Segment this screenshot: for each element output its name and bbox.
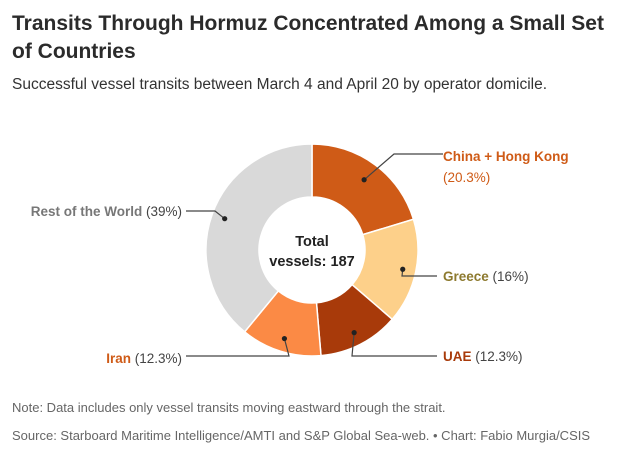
leader-line [351,332,437,357]
center-label-line-1: Total [295,234,329,250]
leader-dot [361,177,367,183]
leader-line [186,210,226,220]
slice-label: UAE (12.3%) [443,349,523,364]
slice-label-percent: (16%) [489,269,529,284]
slice-labels: China + Hong Kong (20.3%) Greece (16%) UAE … [31,149,569,366]
chart-subtitle: Successful vessel transits between March… [12,76,548,93]
slice-rest-of-the-world [205,143,313,333]
leader-line [363,153,443,181]
leader-dot [281,335,288,342]
leader-dot [400,266,406,272]
slice-label-percent: (12.3%) [131,351,182,366]
slice-label: China + Hong Kong [443,149,569,164]
slice-label-percent: (39%) [142,204,182,219]
slice-label-percent: (20.3%) [443,170,490,185]
leader-line [186,338,290,357]
slice-label: Rest of the World (39%) [31,204,182,219]
source-credit: Source: Starboard Maritime Intelligence/… [12,428,591,443]
center-label-line-2: vessels: 187 [269,254,354,270]
slice-label-name: UAE [443,349,472,364]
leader-dot [222,216,228,222]
slice-label-name: Greece [443,269,489,284]
slice-label: Iran (12.3%) [106,351,182,366]
donut-slices [205,143,419,357]
chart-title: Transits Through Hormuz Concentrated Amo… [12,12,604,63]
footnote: Note: Data includes only vessel transits… [12,400,446,415]
slice-label: Greece (16%) [443,269,529,284]
leader-dot [351,330,357,336]
slice-label-name: China + Hong Kong [443,149,569,164]
slice-label-percent: (12.3%) [472,349,523,364]
slice-label-name: Iran [106,351,131,366]
slice-china-hong-kong [311,143,415,236]
leader-lines [186,153,443,357]
slice-label-name: Rest of the World [31,204,143,219]
